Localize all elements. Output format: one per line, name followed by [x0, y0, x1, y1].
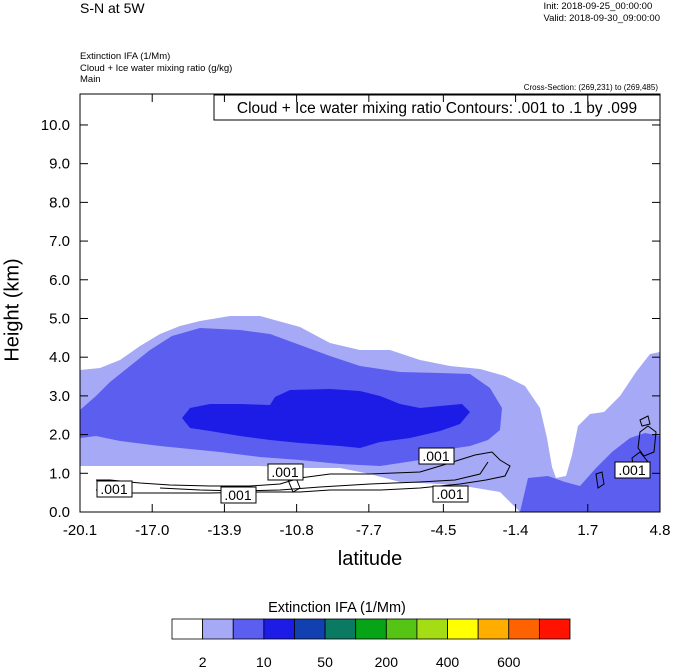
colorbar-label: 400	[436, 654, 460, 668]
valid-time: Valid: 2018-09-30_09:00:00	[543, 13, 660, 24]
field-line-1: Extinction IFA (1/Mm)	[80, 51, 171, 62]
x-tick-label: -1.4	[503, 522, 529, 539]
y-tick-label: 2.0	[49, 427, 70, 444]
colorbar-swatch	[477, 618, 510, 640]
plot-title: S-N at 5W	[80, 0, 145, 16]
colorbar-label: 200	[375, 654, 399, 668]
colorbar-swatch	[508, 618, 540, 640]
contour-line-right-4	[639, 415, 651, 427]
field-line-3: Main	[80, 74, 101, 85]
y-tick-label: 10.0	[41, 117, 70, 134]
colorbar-swatch	[232, 618, 265, 640]
y-tick-label: 1.0	[49, 465, 70, 482]
x-tick-label: -13.9	[207, 522, 241, 539]
colorbar-swatch	[171, 618, 204, 640]
cross-section-label: Cross-Section: (269,231) to (269,485)	[523, 83, 658, 92]
colorbar-swatch	[416, 618, 448, 640]
y-tick-label: 5.0	[49, 310, 70, 327]
contour-label-text: .001	[224, 487, 251, 503]
colorbar-swatch	[294, 618, 326, 640]
colorbar-swatch	[324, 618, 357, 640]
contour-label-text: .001	[271, 464, 298, 480]
x-tick-label: -4.5	[430, 522, 456, 539]
plot-area: .001 .001 .001 .001 .001 .001 Cloud + Ic…	[41, 93, 671, 539]
y-tick-label: 7.0	[49, 233, 70, 250]
colorbar-swatch	[355, 618, 387, 640]
y-tick-label: 9.0	[49, 156, 70, 173]
colorbar-swatch	[385, 618, 418, 640]
y-tick-label: 0.0	[49, 504, 70, 521]
contour-line-low-inner	[159, 461, 489, 492]
x-tick-label: -10.8	[280, 522, 314, 539]
x-tick-label: -20.1	[63, 522, 97, 539]
colorbar-swatch	[538, 618, 571, 640]
y-axis-label: Height (km)	[1, 258, 24, 362]
contour-label-text: .001	[100, 481, 127, 497]
contour-label-text: .001	[618, 462, 645, 478]
x-tick-label: 1.7	[577, 522, 598, 539]
colorbar: 2 10 50 200 400 600	[171, 618, 571, 668]
x-axis-ticks: -20.1 -17.0 -13.9 -10.8 -7.7 -4.5 -1.4 1.7 4.8	[63, 94, 671, 539]
contour-label: .001	[267, 463, 304, 481]
colorbar-title: Extinction IFA (1/Mm)	[268, 600, 406, 616]
colorbar-label: 2	[199, 654, 207, 668]
x-axis-label: latitude	[337, 548, 403, 570]
contour-label: .001	[96, 480, 133, 498]
extinction-fill-dark	[182, 389, 470, 448]
init-time: Init: 2018-09-25_00:00:00	[543, 1, 653, 12]
y-tick-label: 4.0	[49, 349, 70, 366]
contour-info-box	[213, 94, 661, 121]
x-tick-label: -7.7	[356, 522, 382, 539]
field-line-2: Cloud + Ice water mixing ratio (g/kg)	[80, 62, 233, 74]
colorbar-label: 600	[497, 654, 521, 668]
extinction-fill-medium-right	[520, 433, 660, 512]
time-info: Init: 2018-09-25_00:00:00 Valid: 2018-09…	[543, 1, 660, 25]
y-tick-label: 3.0	[49, 388, 70, 405]
y-tick-label: 8.0	[49, 194, 70, 211]
plot-frame	[79, 93, 661, 513]
contour-label: .001	[418, 447, 455, 465]
contour-line-low-left	[95, 451, 511, 494]
contour-label: .001	[614, 461, 651, 479]
colorbar-label: 50	[317, 654, 333, 668]
contour-label-text: .001	[422, 448, 449, 464]
contour-labels: .001 .001 .001 .001 .001 .001	[96, 447, 651, 504]
colorbar-swatch	[447, 618, 479, 640]
x-tick-label: -17.0	[135, 522, 169, 539]
contour-line-right-3	[595, 471, 605, 489]
colorbar-swatch	[202, 618, 234, 640]
contour-label: .001	[432, 485, 469, 503]
field-info: Extinction IFA (1/Mm) Cloud + Ice water …	[80, 51, 232, 86]
x-tick-label: 4.8	[650, 522, 671, 539]
contour-label: .001	[220, 486, 257, 504]
contour-line-right-1	[637, 425, 657, 457]
contour-label-text: .001	[436, 486, 463, 502]
colorbar-label: 10	[256, 654, 272, 668]
colorbar-swatch	[263, 618, 295, 640]
contour-info-text: Cloud + Ice water mixing ratio Contours:…	[237, 100, 637, 117]
y-axis-ticks: 0.0 1.0 2.0 3.0 4.0 5.0 6.0 7.0 8.0 9.0 10.0	[41, 117, 660, 521]
y-tick-label: 6.0	[49, 272, 70, 289]
